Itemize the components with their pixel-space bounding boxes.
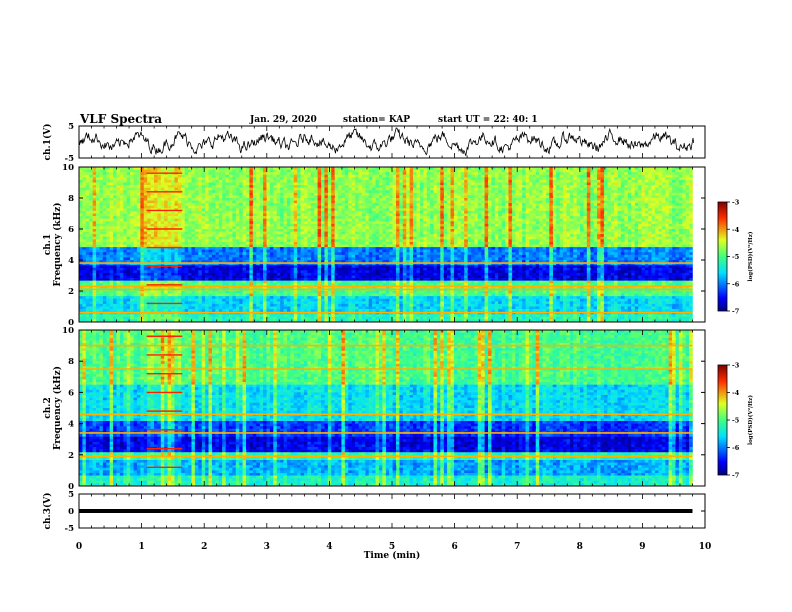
ytick-label-3-1: 0 xyxy=(68,507,74,517)
ytick-label-1-5: 10 xyxy=(62,163,74,173)
ytick-label-2-4: 8 xyxy=(68,357,74,367)
ytick-label-3-0: 5 xyxy=(68,490,74,500)
ytick-label-2-5: 10 xyxy=(62,326,74,336)
colorbar-1 xyxy=(718,202,727,311)
colorbar-tick-label-1-1: -4 xyxy=(732,226,740,234)
ch1-waveform-line xyxy=(80,128,694,156)
ytick-label-1-4: 8 xyxy=(68,194,74,204)
colorbar-tick-label-1-4: -7 xyxy=(732,308,739,316)
ytick-label-2-1: 2 xyxy=(68,451,74,461)
ytick-label-0-0: 5 xyxy=(68,122,74,132)
xtick-label-9: 9 xyxy=(639,542,645,552)
xtick-label-0: 0 xyxy=(76,542,82,552)
ytick-label-2-3: 6 xyxy=(68,388,74,398)
colorbar-tick-label-2-4: -7 xyxy=(732,472,739,480)
ylabel-1-1: Frequency (kHz) xyxy=(52,202,63,286)
ytick-label-1-3: 6 xyxy=(68,225,74,235)
ytick-label-3-2: -5 xyxy=(65,524,75,534)
colorbar-2 xyxy=(718,365,727,475)
ylabel-3-0: ch.3(V) xyxy=(42,493,53,530)
colorbar-tick-label-2-3: -6 xyxy=(732,444,740,452)
xtick-label-3: 3 xyxy=(264,542,270,552)
colorbar-tick-label-1-2: -5 xyxy=(732,253,740,261)
colorbar-tick-label-1-3: -6 xyxy=(732,280,740,288)
spectrogram-1 xyxy=(79,167,693,322)
xtick-label-10: 10 xyxy=(699,542,712,552)
vlf-spectra-figure: 5-5ch.1(V)0246810ch.1 Frequency (kHz)0246… xyxy=(0,0,792,612)
xtick-label-1: 1 xyxy=(138,542,144,552)
colorbar-tick-label-1-0: -3 xyxy=(732,199,740,207)
ylabel-0-0: ch.1(V) xyxy=(42,124,53,161)
colorbar-tick-label-2-1: -4 xyxy=(732,389,740,397)
ytick-label-1-1: 2 xyxy=(68,287,74,297)
xaxis-label: Time (min) xyxy=(364,550,421,561)
xtick-label-6: 6 xyxy=(451,542,457,552)
xtick-label-7: 7 xyxy=(514,542,520,552)
colorbar-tick-label-2-0: -3 xyxy=(732,362,740,370)
colorbar-tick-label-2-2: -5 xyxy=(732,417,740,425)
xtick-label-2: 2 xyxy=(201,542,207,552)
ytick-label-2-2: 4 xyxy=(68,420,74,430)
colorbar-label-2: log(PSD)(V²/Hz) xyxy=(747,395,754,445)
xtick-label-4: 4 xyxy=(326,542,332,552)
ylabel-1-0: ch.1 xyxy=(43,234,53,255)
ytick-label-1-2: 4 xyxy=(68,256,74,266)
spectrogram-2 xyxy=(79,330,693,486)
colorbar-layer: -3 -4 -5 -6 -7 log(PSD)(V²/Hz) -3 -4 -5 -6 -7 log(P… xyxy=(718,199,754,480)
spectrogram-layer xyxy=(79,167,693,486)
xtick-label-8: 8 xyxy=(577,542,583,552)
colorbar-label-1: log(PSD)(V²/Hz) xyxy=(747,231,754,281)
ylabel-2-1: Frequency (kHz) xyxy=(52,366,63,450)
ylabel-2-0: ch.2 xyxy=(43,397,53,418)
